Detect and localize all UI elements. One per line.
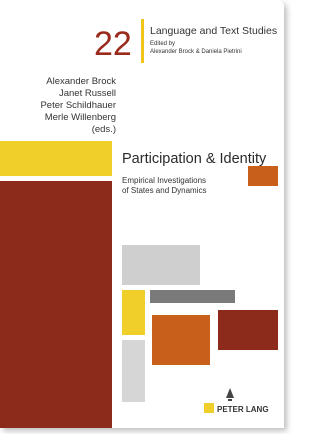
block xyxy=(248,166,278,186)
series-divider xyxy=(141,19,144,63)
subtitle: of States and Dynamics xyxy=(122,186,206,195)
series-name: Language and Text Studies xyxy=(150,25,277,37)
block xyxy=(150,290,235,303)
subtitle: Empirical Investigations xyxy=(122,176,206,185)
edited-by: Edited by xyxy=(150,41,175,47)
block xyxy=(0,141,112,176)
publisher: PETER LANG xyxy=(217,405,269,414)
page: {"series": {"number": "22", "name": "Lan… xyxy=(0,0,295,434)
block xyxy=(218,310,278,350)
editor: Peter Schildhauer xyxy=(40,100,116,111)
block xyxy=(122,290,145,335)
block xyxy=(152,315,210,365)
editor: (eds.) xyxy=(92,124,116,135)
editor: Alexander Brock xyxy=(46,76,116,87)
publisher-mark xyxy=(204,403,214,413)
block xyxy=(0,181,112,428)
book-cover: 22 Language and Text Studies Edited by A… xyxy=(0,0,295,434)
series-number: 22 xyxy=(94,25,132,63)
series-editors: Alexander Brock & Daniela Pietrini xyxy=(150,49,242,55)
editor: Janet Russell xyxy=(59,88,116,99)
block xyxy=(122,245,200,285)
editor: Merle Willenberg xyxy=(45,112,116,123)
title: Participation & Identity xyxy=(122,151,267,167)
block xyxy=(122,340,145,402)
